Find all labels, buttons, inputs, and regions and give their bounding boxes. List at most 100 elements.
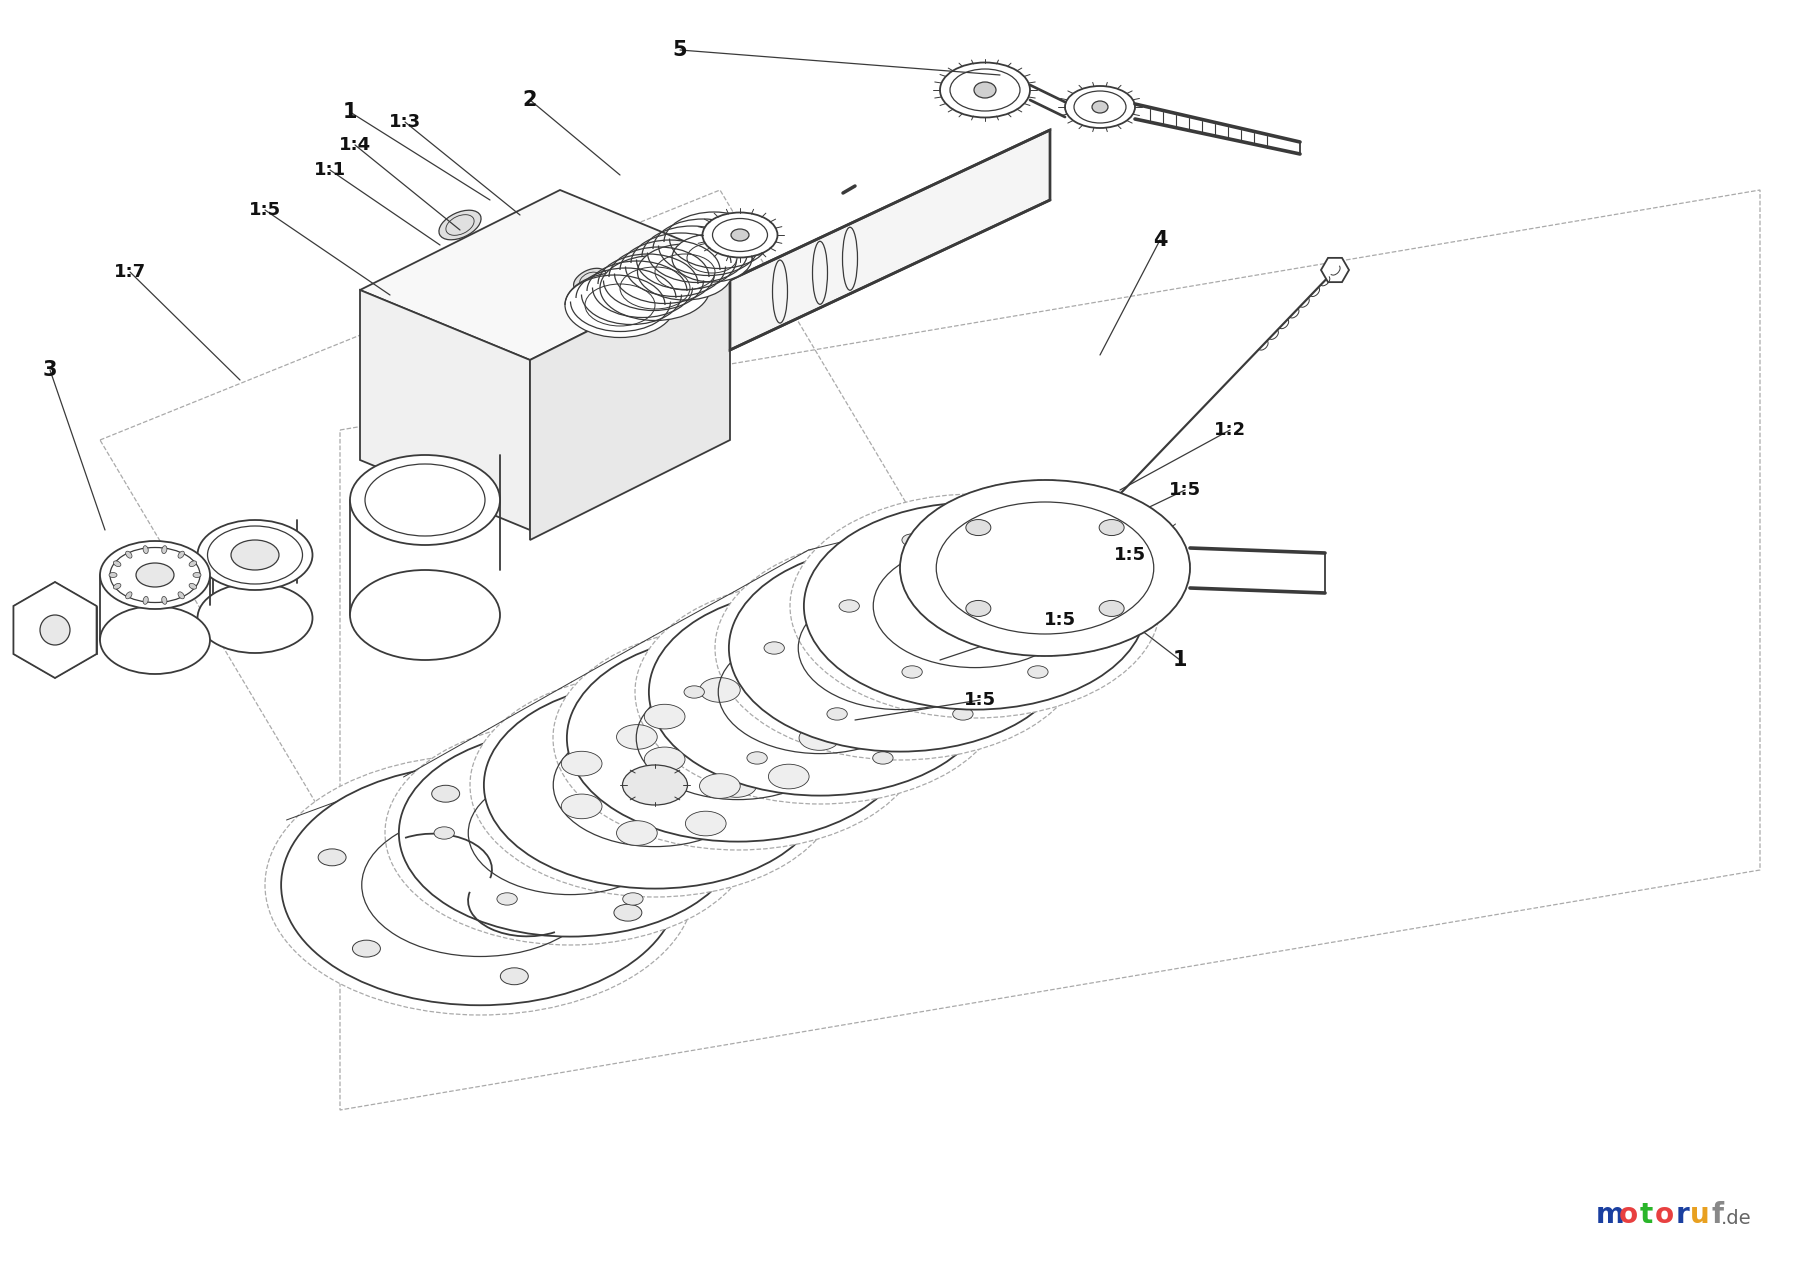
Ellipse shape (189, 561, 196, 566)
Ellipse shape (715, 536, 1085, 760)
Ellipse shape (353, 940, 380, 957)
Ellipse shape (319, 849, 346, 866)
Ellipse shape (1100, 600, 1125, 617)
Ellipse shape (623, 892, 643, 905)
Ellipse shape (900, 480, 1190, 656)
Ellipse shape (936, 686, 956, 698)
Ellipse shape (40, 616, 70, 645)
Ellipse shape (574, 268, 607, 292)
Ellipse shape (126, 551, 131, 559)
Ellipse shape (686, 734, 725, 758)
Ellipse shape (434, 827, 454, 839)
Ellipse shape (1091, 600, 1111, 612)
Ellipse shape (198, 583, 313, 653)
Ellipse shape (599, 255, 709, 321)
Ellipse shape (763, 642, 785, 655)
Text: 5: 5 (673, 40, 688, 59)
Ellipse shape (900, 480, 1190, 656)
Ellipse shape (562, 794, 601, 819)
Ellipse shape (617, 724, 657, 750)
Ellipse shape (769, 765, 810, 789)
Polygon shape (731, 130, 1049, 350)
Ellipse shape (162, 546, 167, 554)
Polygon shape (1321, 258, 1348, 282)
Ellipse shape (911, 487, 1179, 650)
Ellipse shape (400, 729, 742, 937)
Ellipse shape (385, 720, 754, 945)
Text: o: o (1618, 1201, 1638, 1229)
Ellipse shape (644, 704, 686, 729)
Text: 4: 4 (1152, 230, 1166, 250)
Ellipse shape (162, 597, 167, 604)
Text: 1: 1 (342, 102, 356, 123)
Ellipse shape (1093, 101, 1109, 112)
Text: m: m (1595, 1201, 1624, 1229)
Ellipse shape (1015, 642, 1037, 655)
Ellipse shape (729, 545, 1071, 752)
Text: 1:5: 1:5 (1114, 546, 1147, 564)
Text: 1:4: 1:4 (338, 137, 371, 154)
Text: 1:2: 1:2 (1213, 421, 1246, 439)
Ellipse shape (702, 212, 778, 258)
Ellipse shape (967, 520, 990, 536)
Ellipse shape (623, 765, 688, 805)
Ellipse shape (178, 592, 184, 599)
Polygon shape (13, 581, 97, 678)
Ellipse shape (113, 561, 121, 566)
Ellipse shape (497, 761, 517, 774)
Ellipse shape (839, 600, 859, 612)
Ellipse shape (101, 605, 211, 674)
Ellipse shape (952, 708, 974, 720)
Text: 1: 1 (1174, 650, 1188, 670)
Text: 1:3: 1:3 (389, 112, 421, 131)
Ellipse shape (902, 666, 922, 678)
Ellipse shape (644, 747, 686, 772)
Ellipse shape (747, 752, 767, 765)
Ellipse shape (500, 968, 529, 985)
Ellipse shape (113, 584, 121, 589)
Ellipse shape (902, 533, 922, 546)
Ellipse shape (799, 726, 841, 751)
Text: r: r (1676, 1201, 1688, 1229)
Ellipse shape (484, 681, 826, 889)
Ellipse shape (1028, 666, 1048, 678)
Ellipse shape (142, 546, 148, 554)
Ellipse shape (671, 234, 752, 282)
Ellipse shape (635, 580, 1004, 804)
Ellipse shape (731, 229, 749, 241)
Ellipse shape (826, 708, 848, 720)
Ellipse shape (137, 562, 175, 586)
Ellipse shape (1066, 86, 1136, 128)
Ellipse shape (684, 686, 704, 698)
Text: 1:1: 1:1 (313, 161, 346, 179)
Ellipse shape (967, 600, 990, 617)
Ellipse shape (470, 672, 841, 897)
Ellipse shape (178, 551, 184, 559)
Ellipse shape (940, 62, 1030, 118)
Polygon shape (529, 260, 731, 540)
Ellipse shape (101, 541, 211, 609)
Ellipse shape (230, 540, 279, 570)
Polygon shape (360, 289, 529, 530)
Ellipse shape (686, 827, 706, 839)
Ellipse shape (790, 494, 1159, 718)
Text: 2: 2 (522, 90, 536, 110)
Text: f: f (1712, 1201, 1724, 1229)
Text: 1:5: 1:5 (1168, 482, 1201, 499)
Ellipse shape (142, 597, 148, 604)
Ellipse shape (265, 755, 695, 1015)
Ellipse shape (873, 752, 893, 765)
Text: o: o (1654, 1201, 1674, 1229)
Ellipse shape (716, 772, 756, 798)
Ellipse shape (648, 589, 992, 795)
Ellipse shape (805, 502, 1147, 709)
Ellipse shape (686, 811, 725, 836)
Ellipse shape (623, 761, 643, 774)
Ellipse shape (497, 892, 517, 905)
Text: 1:5: 1:5 (248, 201, 281, 219)
Ellipse shape (439, 210, 481, 240)
Text: t: t (1640, 1201, 1652, 1229)
Ellipse shape (567, 635, 909, 842)
Text: 1:5: 1:5 (1044, 611, 1076, 629)
Polygon shape (360, 190, 731, 360)
